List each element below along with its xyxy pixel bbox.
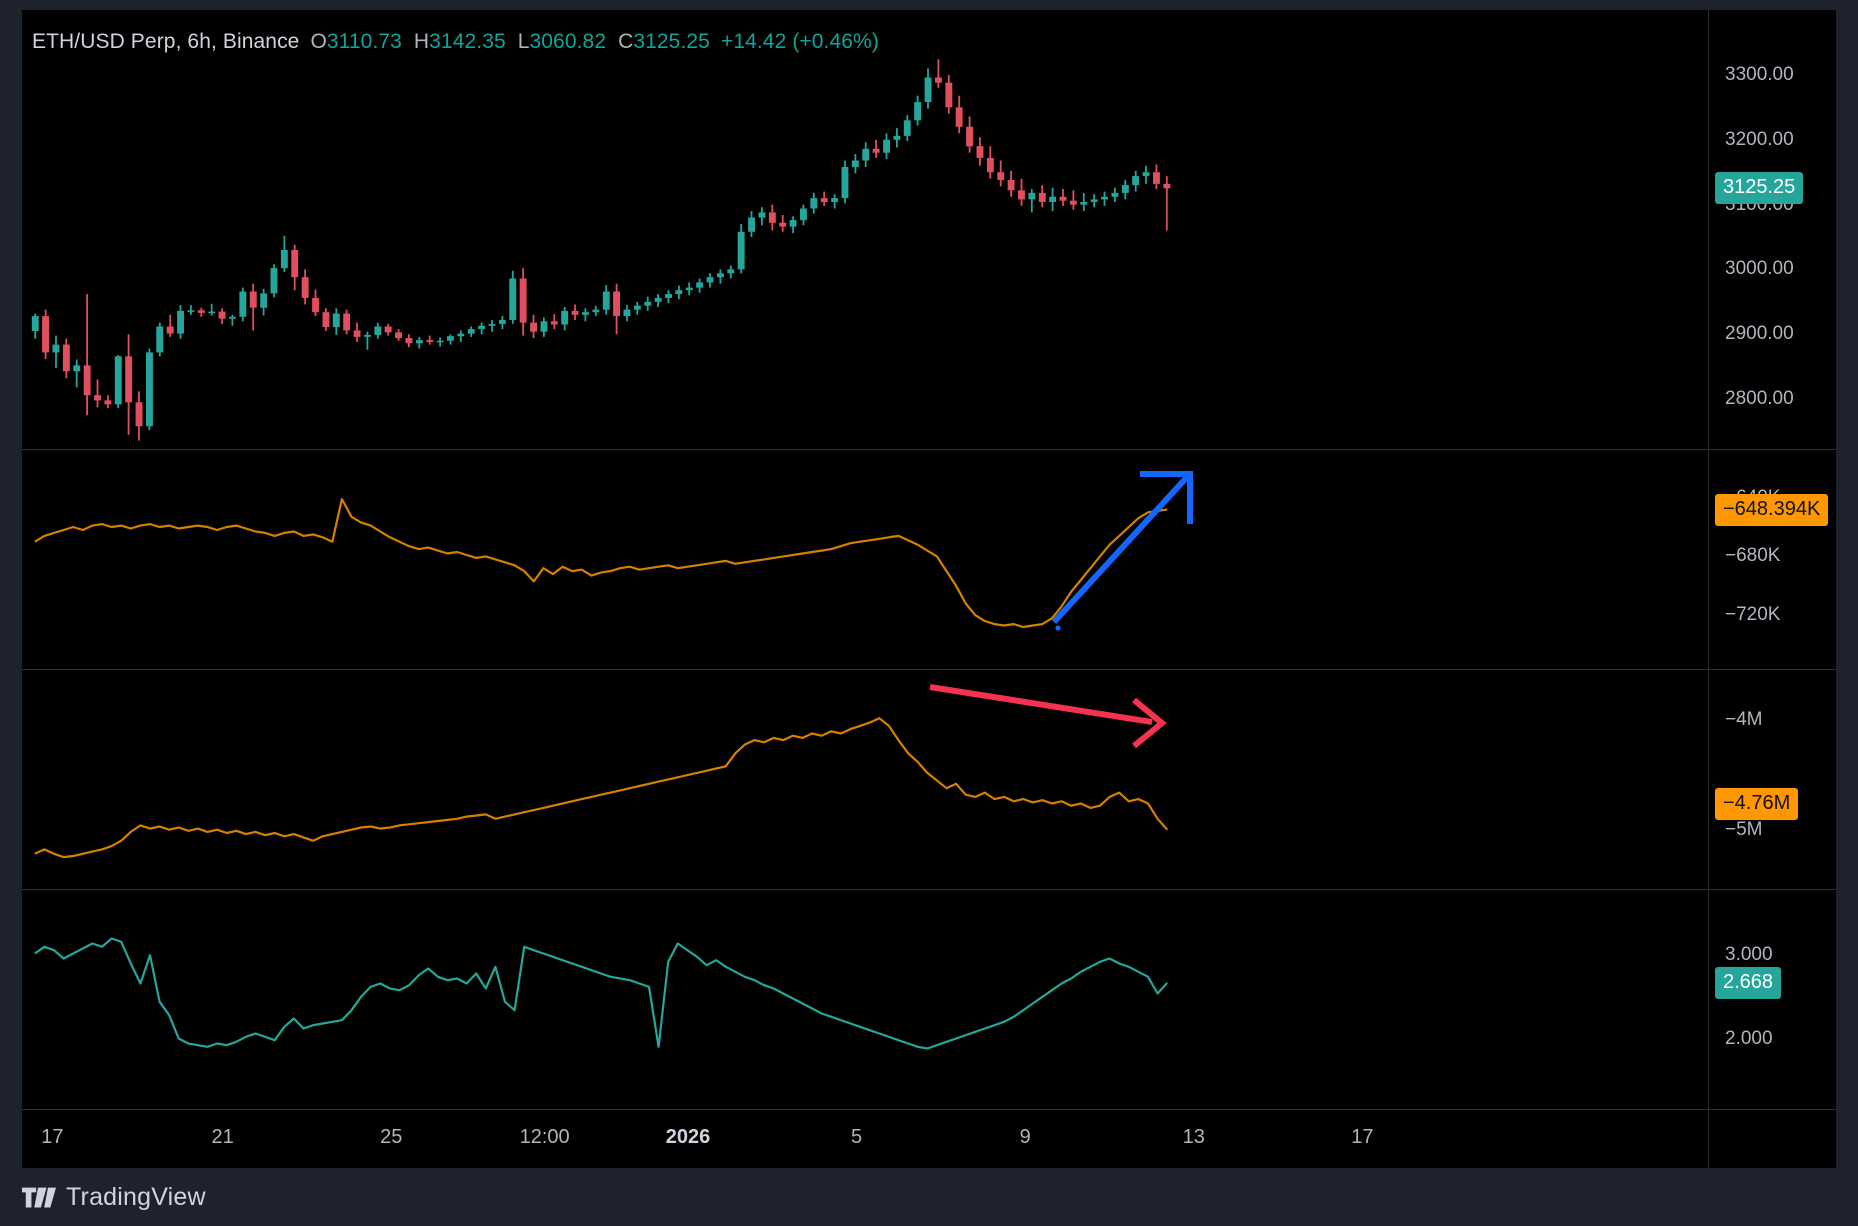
time-axis-label: 25: [380, 1126, 403, 1148]
time-axis-label: 5: [851, 1126, 863, 1148]
time-axis-label: 17: [41, 1126, 64, 1148]
cvd-spot-line-series: [34, 497, 1168, 629]
axis-tick-label: 2900.00: [1725, 323, 1794, 345]
cvd-spot-plot-area[interactable]: [22, 450, 1708, 669]
axis-tick-label: −680K: [1725, 545, 1781, 567]
time-axis-label: 21: [211, 1126, 234, 1148]
tradingview-logo-icon: [22, 1187, 56, 1207]
last-value-badge: −4.76M: [1715, 787, 1799, 820]
long-short-ratio-line-series: [34, 937, 1169, 1050]
cvd-futures-pane[interactable]: Aggregated CVD Futures (0)−4.76M −5M −4M −…: [22, 670, 1836, 890]
axis-tick-label: 3300.00: [1725, 63, 1794, 85]
long-short-ratio-axis[interactable]: 2.000 3.000 2.668: [1708, 890, 1836, 1109]
last-value-badge: 2.668: [1715, 966, 1782, 999]
brand-footer[interactable]: TradingView: [22, 1183, 206, 1212]
axis-tick-label: 3.000: [1725, 944, 1773, 966]
bullish-arrow-annotation[interactable]: [22, 450, 1708, 669]
axis-tick-label: −4M: [1725, 709, 1763, 731]
cvd-futures-axis[interactable]: −5M −4M −4.76M: [1708, 670, 1836, 889]
time-axis-label: 2026: [665, 1126, 711, 1148]
bearish-arrow-annotation[interactable]: [22, 670, 1708, 889]
cvd-futures-line-series: [34, 717, 1169, 859]
chart-frame: ETH/USD Perp, 6h, Binance O3110.73 H3142.…: [22, 10, 1836, 1168]
cvd-spot-pane[interactable]: Aggregated CVD Spot (0)−648.394K −720K −6…: [22, 450, 1836, 670]
axis-tick-label: 3200.00: [1725, 128, 1794, 150]
candlestick-series: [31, 59, 1171, 441]
brand-name: TradingView: [66, 1183, 206, 1211]
last-value-badge: 3125.25: [1715, 172, 1804, 205]
price-pane[interactable]: ETH/USD Perp, 6h, Binance O3110.73 H3142.…: [22, 10, 1836, 450]
time-axis-label: 12:00: [519, 1126, 570, 1148]
time-axis-corner: [1708, 1110, 1836, 1168]
cvd-futures-plot-area[interactable]: [22, 670, 1708, 889]
time-axis-label: 9: [1019, 1126, 1031, 1148]
cvd-spot-axis[interactable]: −720K−680K−640K−648.394K: [1708, 450, 1836, 669]
axis-tick-label: 3000.00: [1725, 258, 1794, 280]
last-value-badge: −648.394K: [1715, 494, 1829, 526]
time-axis[interactable]: 17 21 25 12:00 2026 5 9 13 17: [22, 1110, 1836, 1168]
long-short-ratio-pane[interactable]: Aggregated Long/Short Accounts Ratio (AV…: [22, 890, 1836, 1110]
time-axis-labels[interactable]: 17 21 25 12:00 2026 5 9 13 17: [22, 1110, 1708, 1168]
long-short-ratio-plot-area[interactable]: [22, 890, 1708, 1109]
axis-tick-label: −720K: [1725, 604, 1781, 626]
time-axis-label: 17: [1351, 1126, 1374, 1148]
price-axis[interactable]: 2800.002900.003000.003100.003200.003300.…: [1708, 10, 1836, 449]
axis-tick-label: −5M: [1725, 818, 1763, 840]
price-plot-area[interactable]: [22, 10, 1708, 449]
time-axis-label: 13: [1182, 1126, 1205, 1148]
axis-tick-label: 2.000: [1725, 1027, 1773, 1049]
axis-tick-label: 2800.00: [1725, 388, 1794, 410]
